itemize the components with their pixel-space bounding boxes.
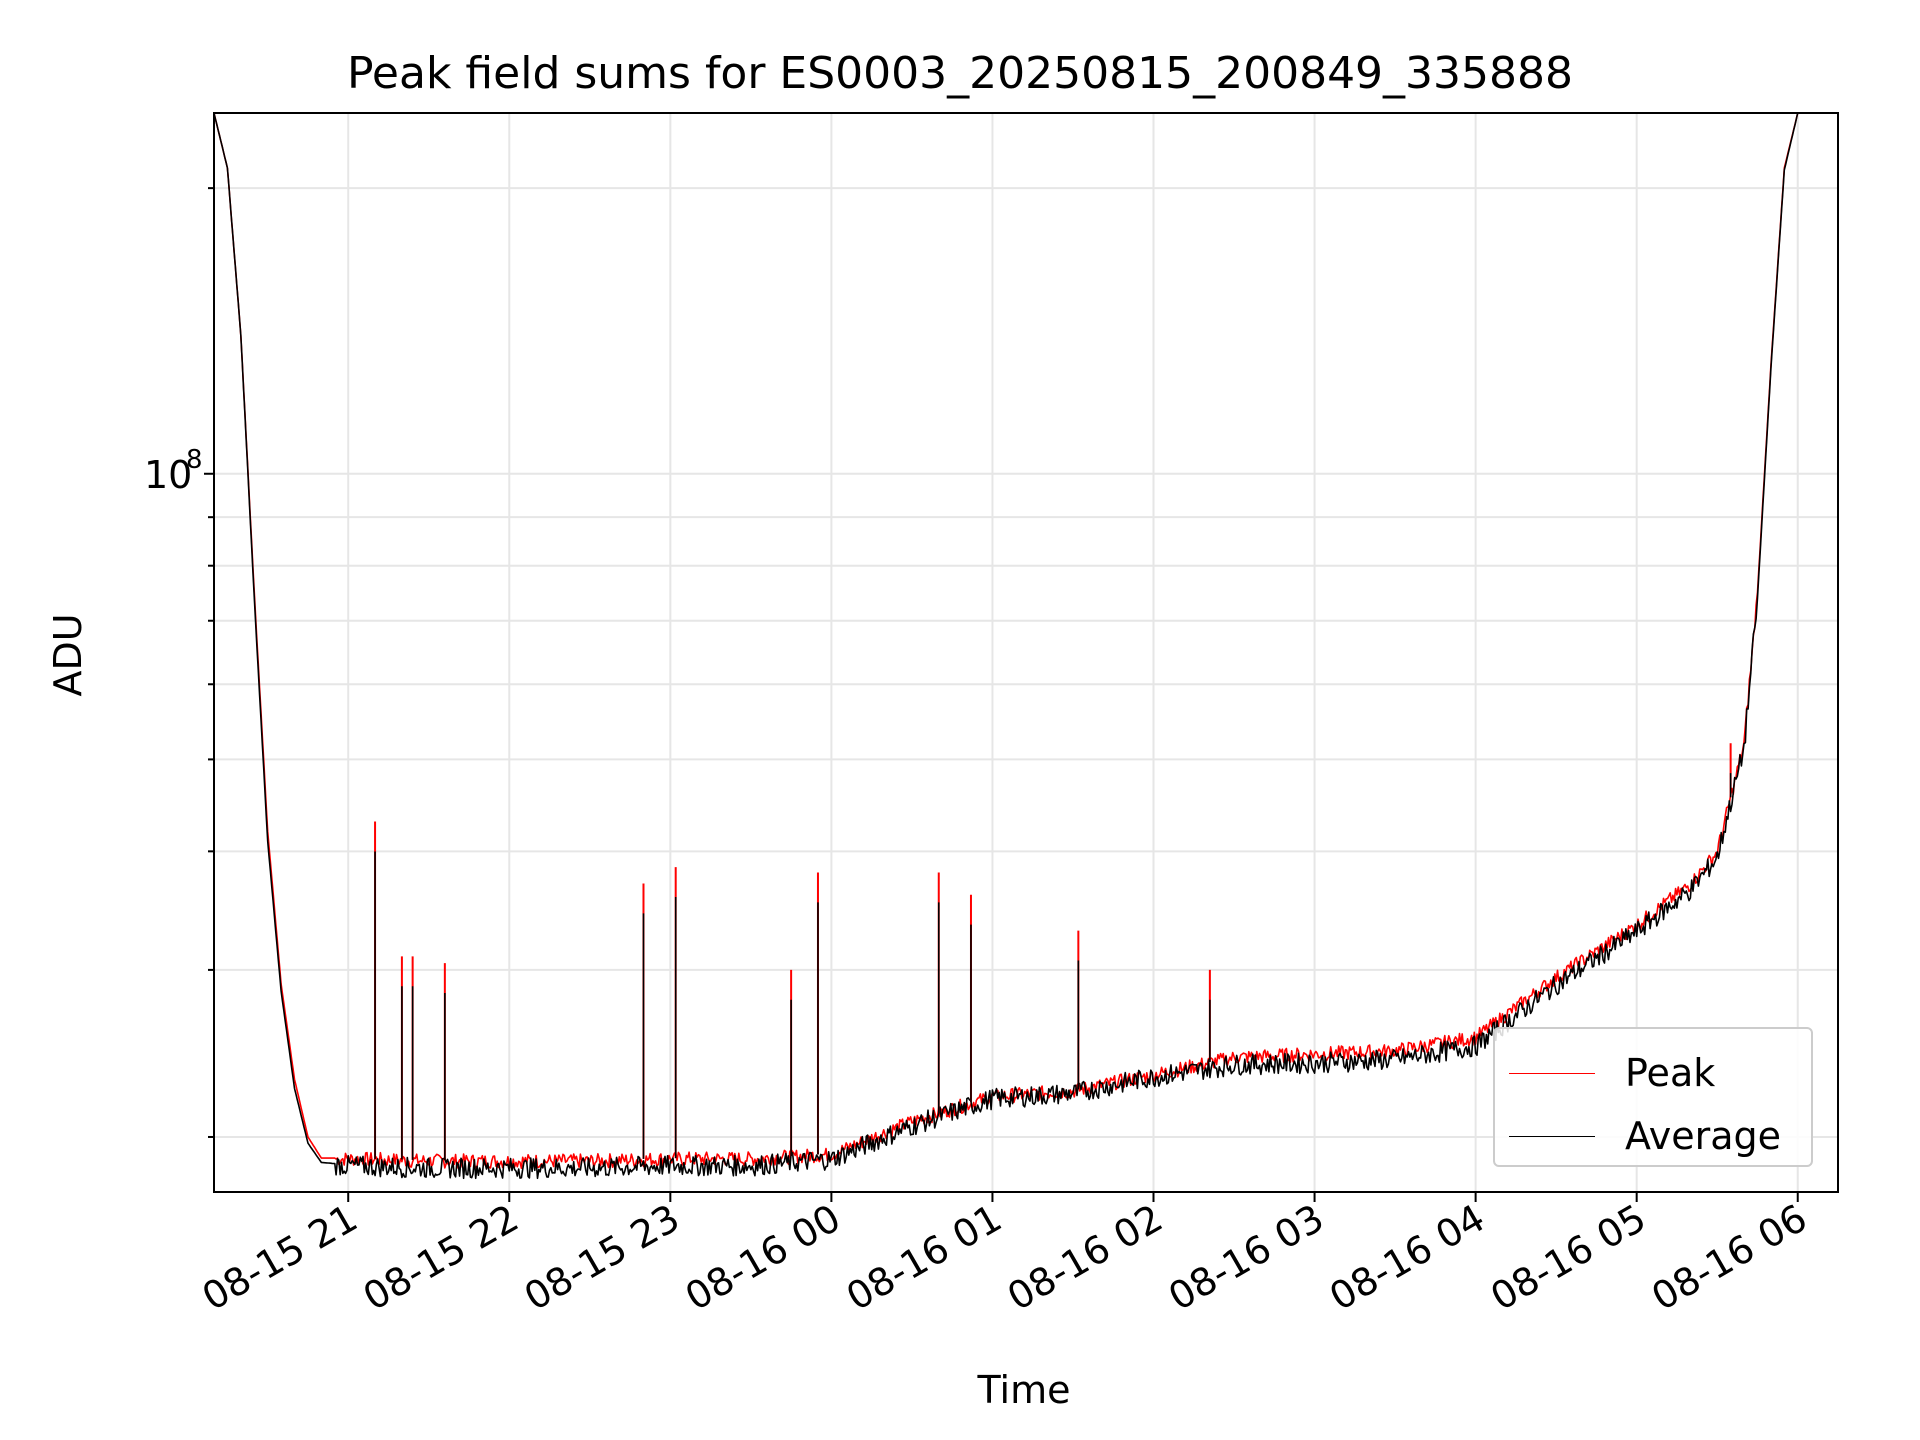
- y-tick-label: 10: [144, 453, 192, 497]
- plot-frame: [213, 112, 1839, 1193]
- legend-swatch-peak: [1509, 1072, 1595, 1074]
- x-tick-label: 08-16 05: [1483, 1196, 1653, 1320]
- x-tick-label: 08-16 04: [1322, 1196, 1492, 1320]
- legend-swatch-average: [1509, 1135, 1595, 1137]
- legend-item-average: Average: [1509, 1112, 1781, 1160]
- x-tick-label: 08-16 01: [839, 1196, 1009, 1320]
- series-line-peak: [214, 113, 1799, 1170]
- series-layer: [214, 113, 1799, 1180]
- series-line-average: [214, 113, 1799, 1180]
- grid: [214, 113, 1838, 1192]
- legend: Peak Average: [1493, 1027, 1813, 1167]
- x-tick-label: 08-16 00: [678, 1196, 848, 1320]
- legend-label-average: Average: [1625, 1114, 1782, 1158]
- x-tick-label: 08-15 21: [195, 1196, 365, 1320]
- y-tick-label-exponent: 8: [186, 445, 203, 475]
- chart-title: Peak field sums for ES0003_20250815_2008…: [346, 48, 1574, 99]
- legend-item-peak: Peak: [1509, 1049, 1715, 1097]
- x-tick-label: 08-15 23: [517, 1196, 687, 1320]
- y-axis-label: ADU: [46, 613, 90, 697]
- x-tick-label: 08-16 02: [1000, 1196, 1170, 1320]
- x-tick-label: 08-16 03: [1161, 1196, 1331, 1320]
- x-axis-label: Time: [977, 1368, 1071, 1412]
- x-tick-label: 08-15 22: [356, 1196, 526, 1320]
- legend-label-peak: Peak: [1625, 1051, 1716, 1095]
- x-tick-label: 08-16 06: [1644, 1196, 1814, 1320]
